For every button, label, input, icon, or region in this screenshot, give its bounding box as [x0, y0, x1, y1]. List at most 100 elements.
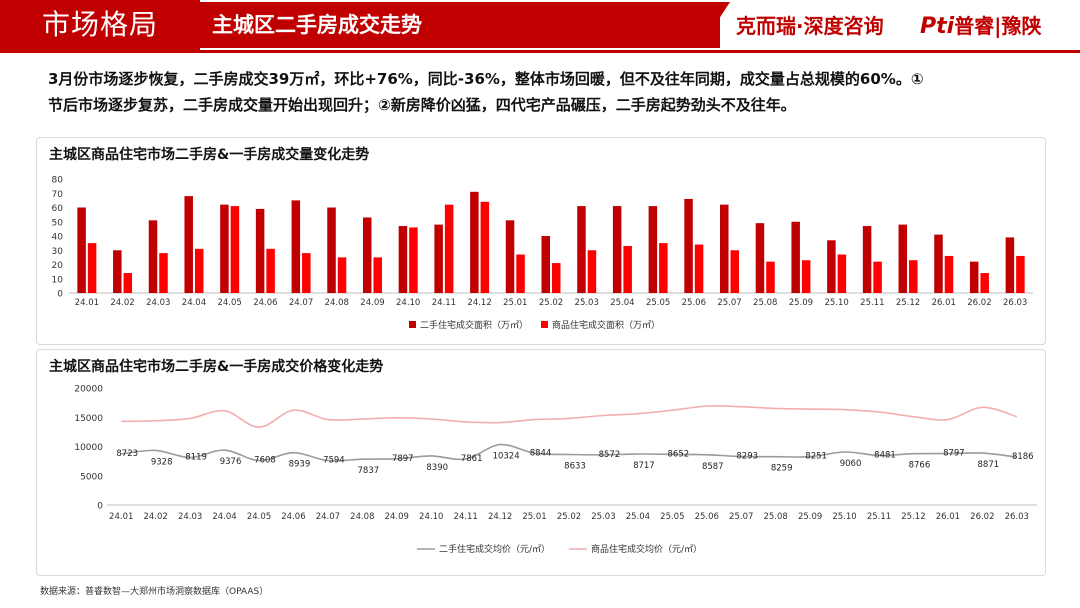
header-bar: 市场格局 主城区二手房成交走势 克而瑞·深度咨询 Pti普睿|豫陕	[0, 0, 1080, 53]
brand-logo-text: 普睿|豫陕	[954, 14, 1042, 38]
data-label-second-hand: 8293	[736, 451, 758, 461]
data-label-second-hand: 8572	[599, 450, 621, 460]
data-label-second-hand: 8390	[426, 463, 448, 473]
bar-new-home	[944, 255, 954, 293]
bar-second-hand	[291, 200, 301, 293]
data-label-second-hand: 8844	[530, 448, 552, 458]
data-label-second-hand: 8717	[633, 461, 655, 471]
bar-second-hand	[541, 236, 550, 293]
x-tick-label: 25.12	[896, 298, 920, 308]
x-tick-label: 24.04	[182, 298, 206, 308]
y-tick-label: 30	[52, 247, 64, 257]
y-tick-label: 0	[97, 502, 103, 512]
bar-new-home	[1016, 255, 1025, 293]
data-label-second-hand: 8119	[185, 453, 207, 463]
bar-second-hand	[862, 226, 872, 293]
bar-second-hand	[1005, 237, 1015, 293]
x-tick-label: 25.07	[729, 512, 753, 522]
brand-logo-puri: Pti普睿|豫陕	[920, 10, 1042, 42]
x-tick-label: 24.01	[75, 298, 99, 308]
bar-second-hand	[755, 223, 765, 293]
bar-new-home	[266, 248, 275, 293]
x-tick-label: 24.10	[419, 512, 443, 522]
bar-second-hand	[77, 207, 86, 293]
bar-new-home	[337, 257, 347, 293]
x-tick-label: 25.04	[610, 298, 634, 308]
y-tick-label: 0	[57, 290, 63, 300]
y-tick-label: 10000	[74, 443, 103, 453]
x-tick-label: 26.03	[1005, 512, 1029, 522]
bar-second-hand	[577, 206, 586, 293]
legend-label: 二手住宅成交均价（元/㎡）	[439, 543, 550, 555]
brand-logo-cric: 克而瑞·深度咨询	[736, 14, 884, 38]
x-tick-label: 24.04	[212, 512, 236, 522]
x-tick-label: 24.08	[325, 298, 349, 308]
x-tick-label: 25.06	[695, 512, 719, 522]
data-label-second-hand: 8939	[289, 460, 311, 470]
data-label-second-hand: 10324	[493, 452, 520, 462]
x-tick-label: 24.09	[360, 298, 384, 308]
line-second-hand-price	[121, 443, 1017, 462]
x-tick-label: 25.05	[660, 512, 684, 522]
x-tick-label: 24.02	[143, 512, 167, 522]
bar-new-home	[230, 206, 240, 293]
brand-logo-mark: Pti	[920, 14, 955, 39]
y-tick-label: 5000	[80, 472, 103, 482]
x-tick-label: 25.02	[557, 512, 581, 522]
page-title: 主城区二手房成交走势	[212, 13, 422, 37]
data-label-second-hand: 8723	[116, 449, 138, 459]
bar-second-hand	[184, 196, 193, 293]
x-tick-label: 25.06	[682, 298, 706, 308]
bar-new-home	[444, 204, 454, 293]
bar-second-hand	[791, 221, 800, 293]
bar-second-hand	[720, 204, 729, 293]
line-new-home-price	[121, 405, 1018, 428]
data-label-second-hand: 8766	[909, 461, 931, 471]
bar-new-home	[694, 244, 704, 293]
data-label-second-hand: 8871	[978, 460, 1000, 470]
bar-new-home	[659, 243, 668, 293]
data-label-second-hand: 8587	[702, 462, 724, 472]
data-label-second-hand: 7897	[392, 454, 414, 464]
x-tick-label: 26.02	[967, 298, 991, 308]
data-source-note: 数据来源：普睿数智—大郑州市场洞察数据库（OPAAS）	[40, 587, 269, 597]
x-tick-label: 24.05	[247, 512, 271, 522]
bar-second-hand	[148, 220, 158, 293]
y-tick-label: 40	[52, 233, 64, 243]
x-tick-label: 25.04	[626, 512, 650, 522]
bar-second-hand	[362, 217, 372, 293]
x-tick-label: 25.07	[717, 298, 741, 308]
x-tick-label: 25.01	[522, 512, 546, 522]
bar-second-hand	[612, 206, 622, 293]
data-label-second-hand: 7837	[358, 466, 380, 476]
y-tick-label: 20	[52, 261, 64, 271]
x-tick-label: 25.11	[860, 298, 884, 308]
y-tick-label: 20000	[74, 385, 103, 395]
x-tick-label: 24.06	[281, 512, 305, 522]
x-tick-label: 25.10	[824, 298, 848, 308]
bar-second-hand	[505, 220, 515, 293]
data-label-second-hand: 8259	[771, 464, 793, 474]
x-tick-label: 24.03	[146, 298, 170, 308]
title-band-slant	[700, 2, 730, 48]
bar-new-home	[159, 253, 168, 293]
data-label-second-hand: 7608	[254, 455, 276, 465]
bar-new-home	[480, 201, 490, 293]
x-tick-label: 26.02	[970, 512, 994, 522]
legend-label: 商品住宅成交均价（元/㎡）	[591, 543, 702, 555]
data-label-second-hand: 9328	[151, 457, 173, 467]
bar-new-home	[123, 273, 133, 293]
legend-label: 二手住宅成交面积（万㎡）	[420, 319, 528, 331]
data-label-second-hand: 8481	[874, 450, 896, 460]
bar-new-home	[909, 260, 918, 293]
y-tick-label: 70	[52, 190, 64, 200]
x-tick-label: 25.09	[789, 298, 813, 308]
bar-new-home	[766, 261, 775, 293]
summary-line-1: 3月份市场逐步恢复，二手房成交39万㎡，环比+76%，同比-36%，整体市场回暖…	[48, 70, 924, 88]
summary-text: 3月份市场逐步恢复，二手房成交39万㎡，环比+76%，同比-36%，整体市场回暖…	[48, 66, 1058, 118]
y-tick-label: 50	[52, 218, 64, 228]
x-tick-label: 24.02	[110, 298, 134, 308]
bar-new-home	[980, 273, 989, 293]
x-tick-label: 25.08	[763, 512, 787, 522]
x-tick-label: 25.10	[832, 512, 856, 522]
